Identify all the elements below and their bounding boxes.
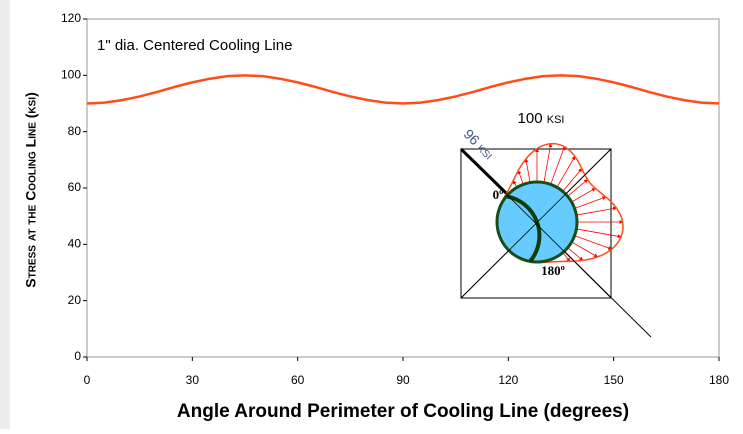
stress-arrow (571, 241, 599, 258)
y-tick-label: 120 (61, 11, 81, 25)
stress-arrow (550, 146, 566, 185)
inset-label: 0º (493, 187, 504, 202)
x-tick-label: 30 (186, 373, 200, 387)
annotation: 1" dia. Centered Cooling Line (97, 37, 292, 54)
x-axis-label: Angle Around Perimeter of Cooling Line (… (177, 401, 629, 422)
x-tick-label: 120 (498, 373, 518, 387)
plot-area (86, 18, 720, 358)
stress-arrow (562, 168, 583, 192)
stress-arrow (567, 179, 589, 197)
y-tick-label: 40 (68, 237, 82, 251)
inset-label: 100 ksi (518, 110, 565, 127)
x-tick-label: 90 (396, 373, 410, 387)
inset-label: 180º (541, 263, 565, 278)
stress-arrow (517, 169, 524, 185)
y-axis-label: Stress at the Cooling Line (ksi) (23, 92, 39, 287)
stress-arrow (543, 143, 553, 183)
x-tick-label: 150 (604, 373, 624, 387)
stress-arrow (571, 187, 596, 203)
stress-arrow (576, 228, 622, 239)
y-tick-label: 20 (68, 293, 82, 307)
y-tick-label: 80 (68, 124, 82, 138)
stress-arrow (562, 252, 571, 262)
stress-arrow (567, 247, 584, 261)
x-tick-label: 180 (709, 373, 729, 387)
inset-diagram (459, 142, 652, 338)
y-tick-label: 60 (68, 180, 82, 194)
series-line (86, 74, 720, 105)
stress-arrow (574, 196, 607, 209)
stress-arrow (524, 158, 531, 183)
stress-arrow (556, 155, 576, 188)
y-tick-label: 100 (61, 68, 81, 82)
y-tick-label: 0 (74, 349, 81, 363)
stress-contour (501, 142, 624, 264)
x-tick-label: 0 (84, 373, 91, 387)
stress-arrow (574, 235, 613, 250)
diag (460, 148, 612, 299)
stress-arrow (576, 206, 618, 216)
margin (0, 0, 10, 429)
x-tick-label: 60 (291, 373, 305, 387)
